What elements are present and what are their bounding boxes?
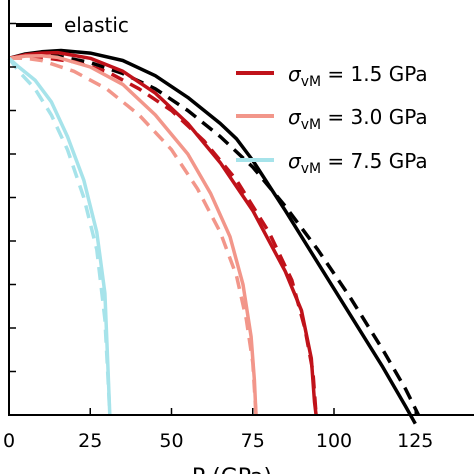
- legend-label-sigma-2: σvM = 3.0 GPa: [288, 105, 428, 133]
- legend-label-sigma-3: σvM = 7.5 GPa: [288, 149, 428, 177]
- legend-label-elastic: elastic: [64, 13, 129, 37]
- x-tick-label: 125: [397, 430, 433, 452]
- x-tick-label: 25: [78, 430, 102, 452]
- legend: elastic σvM = 1.5 GPa σvM = 3.0 GPa σvM = 7…: [16, 13, 428, 177]
- series-line-7-dashed: [7, 57, 112, 416]
- x-ticks-layer: 0 25 50 75 100 125: [3, 408, 433, 452]
- x-tick-label: 50: [159, 430, 183, 452]
- x-tick-label: 75: [241, 430, 265, 452]
- x-tick-label: 100: [316, 430, 352, 452]
- series-line-0-solid: [8, 48, 417, 425]
- x-axis-label: P (GPa): [192, 465, 272, 474]
- series-line-5-dashed: [9, 56, 258, 416]
- series-line-3-dashed: [8, 55, 318, 416]
- y-ticks-layer: [9, 22, 16, 373]
- series-line-4-solid: [8, 53, 258, 416]
- x-tick-label: 0: [3, 430, 15, 452]
- legend-label-sigma-1: σvM = 1.5 GPa: [288, 62, 428, 90]
- series-lines-layer: [7, 48, 421, 425]
- series-line-1-dashed: [8, 53, 421, 416]
